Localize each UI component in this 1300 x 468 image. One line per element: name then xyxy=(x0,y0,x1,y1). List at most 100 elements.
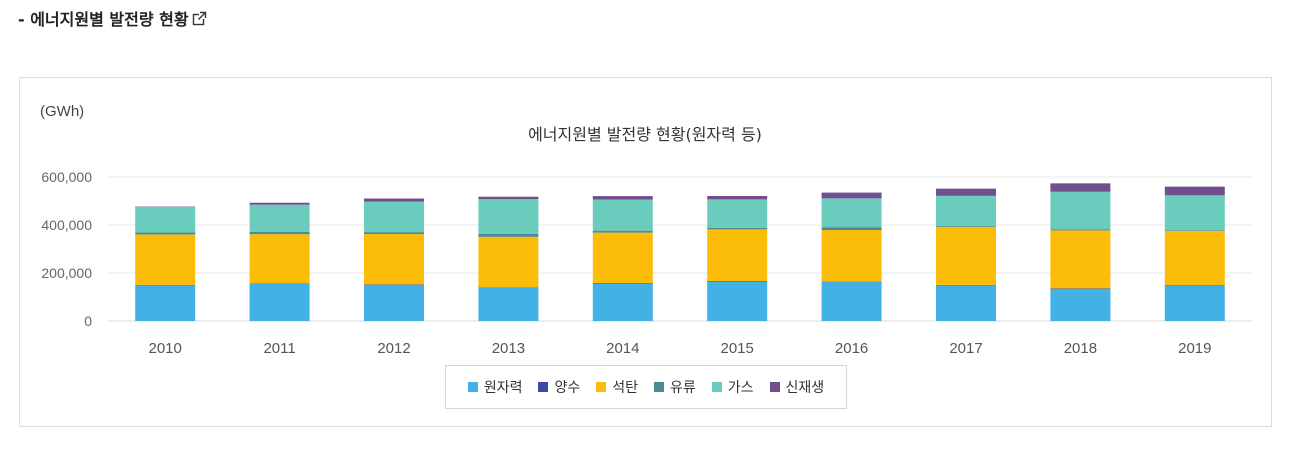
bar-segment[interactable] xyxy=(707,281,768,321)
bar-segment[interactable] xyxy=(478,233,539,237)
bar-segment[interactable] xyxy=(135,232,196,235)
external-link-icon[interactable] xyxy=(192,10,207,26)
legend-item[interactable]: 석탄 xyxy=(596,377,638,397)
legend-item[interactable]: 원자력 xyxy=(467,377,523,397)
bar-segment[interactable] xyxy=(821,282,882,321)
bar-segment[interactable] xyxy=(707,196,768,200)
bar-segment[interactable] xyxy=(478,287,539,321)
bar-stack-2012 xyxy=(364,198,424,321)
bar-stack-2017 xyxy=(936,188,996,321)
bar-segment[interactable] xyxy=(707,199,768,228)
bar-segment[interactable] xyxy=(821,227,882,231)
bar-segment[interactable] xyxy=(478,196,539,200)
bar-segment[interactable] xyxy=(478,199,539,234)
bar-segment[interactable] xyxy=(478,236,539,288)
bar-segment[interactable] xyxy=(364,198,424,202)
bars-layer xyxy=(135,183,1225,321)
x-tick-label: 2010 xyxy=(149,340,182,357)
bar-stack-2014 xyxy=(592,196,653,321)
bar-segment[interactable] xyxy=(936,225,996,227)
bar-segment[interactable] xyxy=(135,234,196,285)
bar-segment[interactable] xyxy=(821,230,882,282)
x-tick-label: 2011 xyxy=(263,340,295,357)
legend-label: 양수 xyxy=(554,380,581,396)
bar-segment[interactable] xyxy=(364,234,424,285)
chart-title: 에너지원별 발전량 현황(원자력 등) xyxy=(528,125,762,144)
legend-item[interactable]: 신재생 xyxy=(769,377,825,397)
x-tick-label: 2013 xyxy=(492,340,525,357)
bar-segment[interactable] xyxy=(1164,285,1225,321)
legend-item[interactable]: 가스 xyxy=(711,377,754,397)
bar-segment[interactable] xyxy=(592,232,653,283)
bar-segment[interactable] xyxy=(249,234,310,284)
bar-segment[interactable] xyxy=(936,226,996,285)
x-axis-ticks: 2010 2011 2012 2013 2014 2015 2016 2017 2018 2019 xyxy=(149,340,1212,357)
section-heading-text: - 에너지원별 발전량 현황 xyxy=(18,10,189,29)
bar-segment[interactable] xyxy=(936,188,996,196)
x-tick-label: 2012 xyxy=(377,340,410,357)
bar-segment[interactable] xyxy=(707,229,768,281)
bar-segment[interactable] xyxy=(821,192,882,199)
legend-swatch xyxy=(769,382,780,392)
bar-segment[interactable] xyxy=(936,285,996,321)
legend-swatch xyxy=(654,382,664,392)
bar-segment[interactable] xyxy=(249,283,310,321)
x-tick-label: 2014 xyxy=(606,340,639,357)
bar-segment[interactable] xyxy=(592,230,653,233)
bar-stack-2016 xyxy=(821,192,882,321)
bar-segment[interactable] xyxy=(1050,229,1111,231)
y-tick-label: 0 xyxy=(84,313,92,329)
bar-stack-2013 xyxy=(478,196,539,321)
bar-segment[interactable] xyxy=(1050,183,1111,192)
stacked-bar-chart: (GWh) 에너지원별 발전량 현황(원자력 등) 0 200,000 400,00… xyxy=(40,103,1252,357)
bar-segment[interactable] xyxy=(1050,191,1111,230)
bar-segment[interactable] xyxy=(592,199,653,231)
y-tick-label: 400,000 xyxy=(41,217,92,233)
legend-item[interactable]: 양수 xyxy=(538,377,580,397)
legend-label: 신재생 xyxy=(785,380,825,396)
bar-stack-2010 xyxy=(135,206,196,321)
bar-segment[interactable] xyxy=(249,231,310,235)
bar-segment[interactable] xyxy=(592,196,653,200)
legend-label: 석탄 xyxy=(612,380,638,396)
y-axis-ticks: 0 200,000 400,000 600,000 xyxy=(41,169,92,329)
legend-swatch xyxy=(596,382,607,392)
bar-stack-2018 xyxy=(1050,183,1111,321)
bar-segment[interactable] xyxy=(1164,186,1225,196)
section-heading: - 에너지원별 발전량 현황 xyxy=(18,6,207,30)
bar-segment[interactable] xyxy=(135,206,196,233)
bar-segment[interactable] xyxy=(364,232,424,235)
x-tick-label: 2016 xyxy=(835,340,868,357)
legend-swatch xyxy=(711,382,722,392)
bar-segment[interactable] xyxy=(135,285,196,321)
y-tick-label: 200,000 xyxy=(41,265,92,281)
bar-segment[interactable] xyxy=(364,284,424,321)
legend-label: 가스 xyxy=(727,380,754,396)
bar-segment[interactable] xyxy=(707,227,768,230)
chart-legend: 원자력 양수 석탄 유류 가스 신재생 xyxy=(445,365,847,409)
unit-label: (GWh) xyxy=(40,103,84,120)
x-tick-label: 2019 xyxy=(1178,340,1211,357)
bar-segment[interactable] xyxy=(249,204,310,232)
y-tick-label: 600,000 xyxy=(41,169,92,185)
bar-segment[interactable] xyxy=(1164,195,1225,231)
bar-segment[interactable] xyxy=(1164,230,1225,286)
bar-segment[interactable] xyxy=(364,201,424,233)
legend-label: 유류 xyxy=(670,380,696,396)
x-tick-label: 2015 xyxy=(721,340,754,357)
bar-segment[interactable] xyxy=(249,202,310,205)
bar-segment[interactable] xyxy=(1050,230,1111,289)
bar-segment[interactable] xyxy=(592,283,653,321)
legend-swatch xyxy=(538,382,549,392)
legend-item[interactable]: 유류 xyxy=(654,377,696,397)
bar-segment[interactable] xyxy=(821,198,882,228)
x-tick-label: 2018 xyxy=(1064,340,1097,357)
bar-segment[interactable] xyxy=(936,195,996,226)
legend-label: 원자력 xyxy=(483,380,523,396)
chart-panel: (GWh) 에너지원별 발전량 현황(원자력 등) 0 200,000 400,00… xyxy=(19,77,1272,427)
bar-stack-2019 xyxy=(1164,186,1225,321)
bar-segment[interactable] xyxy=(1164,230,1225,231)
x-tick-label: 2017 xyxy=(949,340,982,357)
bar-stack-2015 xyxy=(707,196,768,321)
bar-segment[interactable] xyxy=(1050,288,1111,321)
